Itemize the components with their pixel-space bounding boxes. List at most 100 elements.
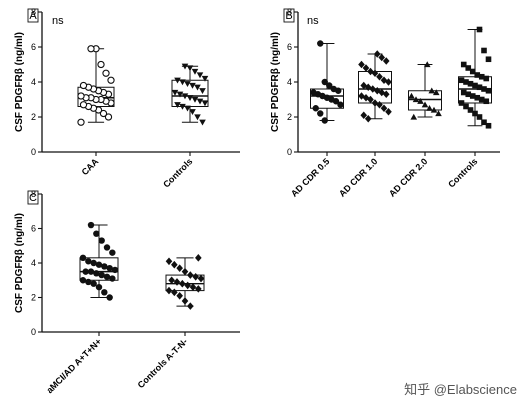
panel-letter: C <box>27 190 39 205</box>
data-point <box>321 117 328 124</box>
data-point <box>99 109 108 118</box>
data-point <box>165 257 173 266</box>
data-point <box>485 87 492 94</box>
panel-letter: A <box>27 8 39 23</box>
y-axis-label: CSF PDGFRβ (ng/ml) <box>14 213 25 313</box>
box-iqr <box>408 90 442 111</box>
data-point <box>463 79 469 85</box>
data-point <box>90 259 97 267</box>
data-point <box>87 268 95 275</box>
data-point <box>358 60 365 69</box>
data-point <box>176 291 183 300</box>
data-point <box>380 104 388 113</box>
data-point <box>310 89 317 96</box>
panel-letter: B <box>283 8 295 23</box>
y-tick-label: 2 <box>31 112 36 122</box>
data-point <box>467 80 474 87</box>
data-point <box>104 113 113 121</box>
data-point <box>385 107 392 116</box>
data-point <box>174 77 181 84</box>
data-point <box>312 105 319 112</box>
panel-letter-box <box>27 190 39 205</box>
data-point <box>171 288 178 297</box>
data-point <box>186 65 194 72</box>
data-point <box>360 81 368 90</box>
y-tick-label: 0 <box>31 147 36 157</box>
data-point <box>485 122 492 129</box>
group-0: AD CDR 0.5 <box>289 40 344 199</box>
significance-label: ns <box>52 15 64 27</box>
data-point <box>460 89 467 96</box>
data-point <box>98 271 105 279</box>
data-point <box>82 268 89 275</box>
data-point <box>106 294 113 301</box>
data-point <box>358 92 365 100</box>
data-point <box>93 230 100 237</box>
data-point <box>85 258 92 265</box>
data-point <box>201 100 209 107</box>
data-point <box>109 275 116 282</box>
data-point <box>187 302 194 310</box>
data-point <box>474 94 481 101</box>
data-point <box>472 110 478 117</box>
x-category-label: CAA <box>80 156 101 177</box>
data-point <box>476 114 483 120</box>
y-tick-label: 0 <box>287 147 292 157</box>
data-point <box>417 97 424 104</box>
data-point <box>317 40 324 47</box>
data-point <box>371 99 379 107</box>
x-category-label: Controls A-T-N- <box>136 336 190 390</box>
data-point <box>106 264 113 272</box>
data-point <box>376 72 383 81</box>
data-point <box>330 85 337 93</box>
panel-letter-text: C <box>29 192 37 204</box>
y-tick-label: 2 <box>31 293 36 303</box>
data-point <box>337 101 344 108</box>
data-point <box>423 61 431 68</box>
data-point <box>432 89 440 96</box>
y-tick-label: 6 <box>287 42 292 52</box>
data-point <box>472 82 478 89</box>
data-point <box>364 114 372 123</box>
data-point <box>107 76 115 84</box>
data-point <box>317 110 324 117</box>
data-point <box>481 119 487 126</box>
data-point <box>79 81 88 90</box>
x-category-label: aMCI/AD A+T+N+ <box>44 336 103 395</box>
y-tick-label: 8 <box>287 7 292 17</box>
data-point <box>95 283 103 291</box>
data-point <box>481 86 487 92</box>
data-point <box>201 75 209 82</box>
data-point <box>101 263 108 270</box>
data-point <box>176 91 184 98</box>
data-point <box>90 280 97 287</box>
data-point <box>192 273 199 281</box>
group-1: AD CDR 1.0 <box>337 50 392 199</box>
data-point <box>478 96 485 103</box>
data-point <box>483 75 490 82</box>
data-point <box>102 69 110 77</box>
y-tick-label: 6 <box>31 42 36 52</box>
data-point <box>176 264 183 272</box>
data-point <box>194 84 201 91</box>
data-point <box>97 60 105 69</box>
data-point <box>109 249 116 256</box>
y-tick-label: 8 <box>31 189 36 199</box>
data-point <box>179 79 186 86</box>
data-point <box>181 267 189 276</box>
watermark-text: 知乎 @Elabscience <box>404 382 517 397</box>
data-point <box>179 103 186 110</box>
data-point <box>321 78 328 86</box>
data-point <box>199 88 206 95</box>
x-category-label: AD CDR 1.0 <box>337 156 379 198</box>
data-point <box>458 100 465 106</box>
data-point <box>410 113 418 120</box>
y-tick-label: 4 <box>31 258 36 268</box>
data-point <box>103 244 111 251</box>
data-point <box>79 277 87 284</box>
data-point <box>77 118 85 126</box>
data-point <box>98 237 105 244</box>
data-point <box>77 92 85 100</box>
